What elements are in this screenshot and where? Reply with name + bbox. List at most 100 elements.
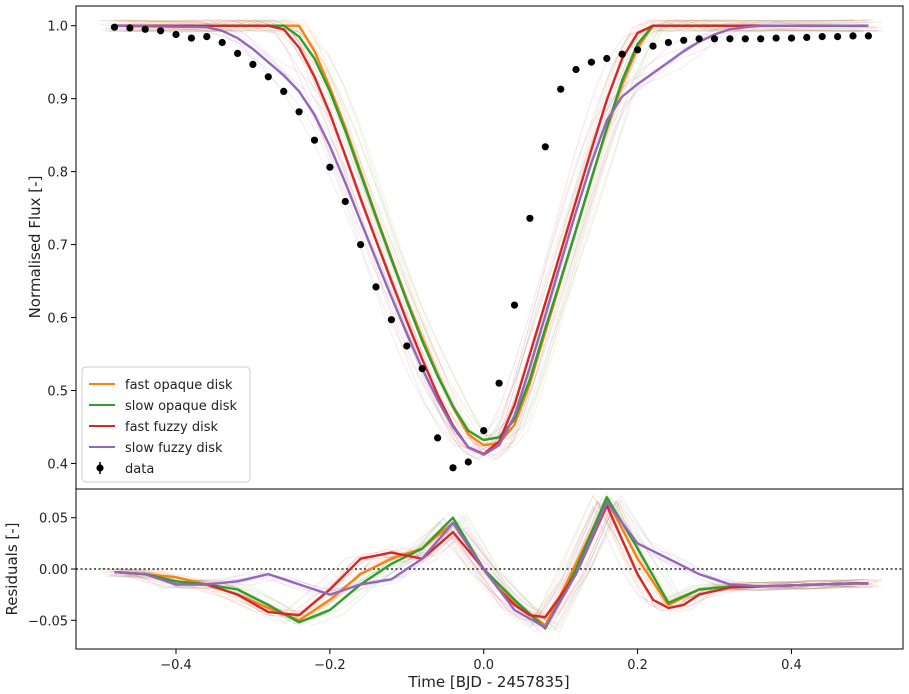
- data-point: [141, 25, 149, 33]
- x-axis-ticks: −0.4 −0.2 0.0 0.2 0.4: [160, 649, 802, 673]
- data-point: [695, 35, 703, 43]
- x-tick-label: −0.2: [314, 658, 346, 673]
- data-point: [587, 58, 596, 66]
- data-point: [572, 65, 580, 74]
- data-point: [157, 27, 165, 35]
- residual-panel-model-lines: [114, 496, 869, 630]
- legend-label: slow fuzzy disk: [125, 441, 223, 456]
- data-point: [772, 34, 780, 42]
- data-point: [172, 30, 180, 39]
- data-point: [387, 316, 395, 324]
- faint-sample-line: [100, 506, 855, 621]
- data-point: [664, 38, 673, 47]
- y-tick-label: 0.6: [47, 312, 68, 327]
- data-point: [618, 50, 626, 58]
- faint-sample-line: [100, 494, 855, 626]
- y-tick-label: 1.0: [47, 20, 68, 35]
- faint-sample-line: [119, 495, 874, 625]
- legend-label: data: [125, 462, 154, 477]
- data-point: [480, 427, 488, 435]
- faint-sample-line: [109, 19, 864, 461]
- data-point: [464, 458, 472, 466]
- faint-sample-line: [123, 19, 878, 440]
- data-point: [834, 33, 842, 41]
- legend: fast opaque disk slow opaque disk fast fuz…: [81, 366, 251, 483]
- x-tick-label: −0.4: [160, 658, 192, 673]
- series-line-slow-opaque-disk: [114, 24, 869, 442]
- data-point: [280, 87, 288, 95]
- faint-sample-line: [100, 19, 855, 451]
- faint-sample-line: [100, 19, 855, 449]
- residual-panel-faint-samples: [100, 491, 883, 634]
- faint-sample-line: [105, 499, 860, 623]
- data-point: [372, 283, 380, 291]
- legend-box: [81, 366, 251, 483]
- data-point: [126, 24, 134, 32]
- x-tick-label: 0.4: [781, 658, 802, 673]
- faint-sample-line: [128, 498, 883, 626]
- faint-sample-line: [128, 19, 883, 446]
- legend-marker-data: [96, 464, 104, 472]
- legend-label: fast opaque disk: [125, 378, 233, 393]
- faint-sample-line: [123, 19, 878, 462]
- data-point: [357, 241, 365, 249]
- data-point: [634, 46, 642, 54]
- y-tick-label: 0.8: [47, 166, 68, 181]
- data-point: [203, 33, 211, 41]
- data-point: [541, 143, 549, 151]
- faint-sample-line: [114, 491, 869, 630]
- faint-sample-line: [123, 501, 878, 623]
- y-tick-label: 0.7: [47, 239, 68, 254]
- faint-sample-line: [105, 500, 860, 633]
- y-tick-label: 0.00: [39, 563, 68, 578]
- data-point: [249, 60, 257, 68]
- x-axis-label: Time [BJD - 2457835]: [407, 673, 569, 691]
- series-line-slow-fuzzy-disk: [114, 24, 869, 456]
- data-point: [110, 23, 119, 31]
- y-tick-label: 0.05: [39, 512, 68, 527]
- faint-sample-line: [119, 504, 874, 630]
- faint-sample-line: [105, 19, 860, 437]
- data-point: [818, 33, 826, 41]
- data-point: [557, 85, 565, 93]
- data-point: [310, 136, 319, 144]
- main-y-axis-ticks: 0.4 0.5 0.6 0.7 0.8 0.9 1.0: [47, 20, 76, 472]
- legend-label: fast fuzzy disk: [125, 420, 218, 435]
- y-tick-label: −0.05: [28, 614, 68, 629]
- faint-sample-line: [119, 496, 874, 626]
- data-point: [326, 163, 334, 171]
- main-y-axis-label: Normalised Flux [-]: [26, 176, 44, 319]
- y-tick-label: 0.9: [47, 93, 68, 108]
- data-point: [680, 36, 688, 44]
- data-point: [218, 38, 226, 47]
- x-tick-label: 0.0: [473, 658, 494, 673]
- faint-sample-line: [123, 498, 878, 632]
- faint-sample-line: [128, 500, 883, 630]
- residual-y-axis-label: Residuals [-]: [3, 522, 21, 615]
- residual-line-slow-fuzzy-disk: [114, 501, 869, 629]
- data-point: [187, 34, 195, 42]
- data-point: [449, 464, 457, 472]
- data-point: [787, 34, 796, 42]
- faint-sample-line: [100, 19, 855, 440]
- main-panel-model-lines: [114, 24, 869, 456]
- y-tick-label: 0.4: [47, 457, 68, 472]
- faint-sample-line: [100, 505, 855, 628]
- faint-sample-line: [123, 500, 878, 630]
- legend-label: slow opaque disk: [125, 399, 238, 414]
- faint-sample-line: [105, 19, 860, 454]
- data-point: [757, 35, 765, 43]
- data-point: [741, 35, 749, 43]
- faint-sample-line: [109, 502, 864, 620]
- data-point: [526, 214, 534, 222]
- x-tick-label: 0.2: [627, 658, 648, 673]
- data-point: [603, 54, 611, 63]
- data-point: [264, 73, 272, 81]
- data-point: [418, 365, 426, 373]
- data-point: [649, 42, 657, 50]
- data-point: [295, 108, 303, 116]
- faint-sample-line: [128, 494, 883, 634]
- data-point: [510, 301, 519, 309]
- data-point: [864, 32, 873, 40]
